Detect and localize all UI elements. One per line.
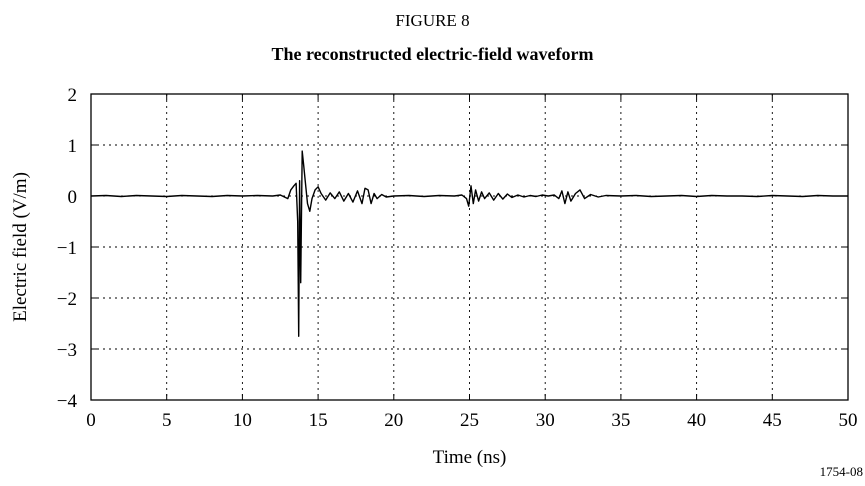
figure-number: FIGURE 8 — [395, 11, 470, 30]
y-tick-label: 0 — [68, 187, 78, 208]
y-tick-label: −2 — [57, 289, 77, 310]
x-tick-label: 30 — [536, 410, 555, 431]
x-axis-label: Time (ns) — [433, 447, 507, 468]
y-tick-label: −1 — [57, 238, 77, 259]
x-tick-label: 0 — [86, 410, 96, 431]
y-axis-label: Electric field (V/m) — [10, 172, 31, 322]
x-tick-label: 50 — [839, 410, 858, 431]
series-line-electric-field — [90, 150, 848, 337]
y-axis-ticks: 2 1 0 −1 −2 −3 −4 — [57, 85, 848, 412]
y-tick-label: −4 — [57, 391, 78, 412]
y-tick-label: 1 — [68, 136, 78, 157]
y-tick-label: −3 — [57, 340, 77, 361]
x-tick-label: 45 — [763, 410, 782, 431]
x-axis-ticks: 0 5 10 15 20 25 30 35 40 45 50 — [86, 94, 858, 431]
x-tick-label: 25 — [460, 410, 479, 431]
document-id: 1754-08 — [819, 464, 863, 479]
grid — [91, 94, 848, 400]
y-tick-label: 2 — [68, 85, 78, 106]
x-tick-label: 10 — [233, 410, 252, 431]
x-tick-label: 35 — [611, 410, 630, 431]
figure-title: The reconstructed electric-field wavefor… — [271, 44, 594, 64]
x-tick-label: 15 — [309, 410, 328, 431]
x-tick-label: 5 — [162, 410, 172, 431]
x-tick-label: 40 — [687, 410, 706, 431]
x-tick-label: 20 — [384, 410, 403, 431]
